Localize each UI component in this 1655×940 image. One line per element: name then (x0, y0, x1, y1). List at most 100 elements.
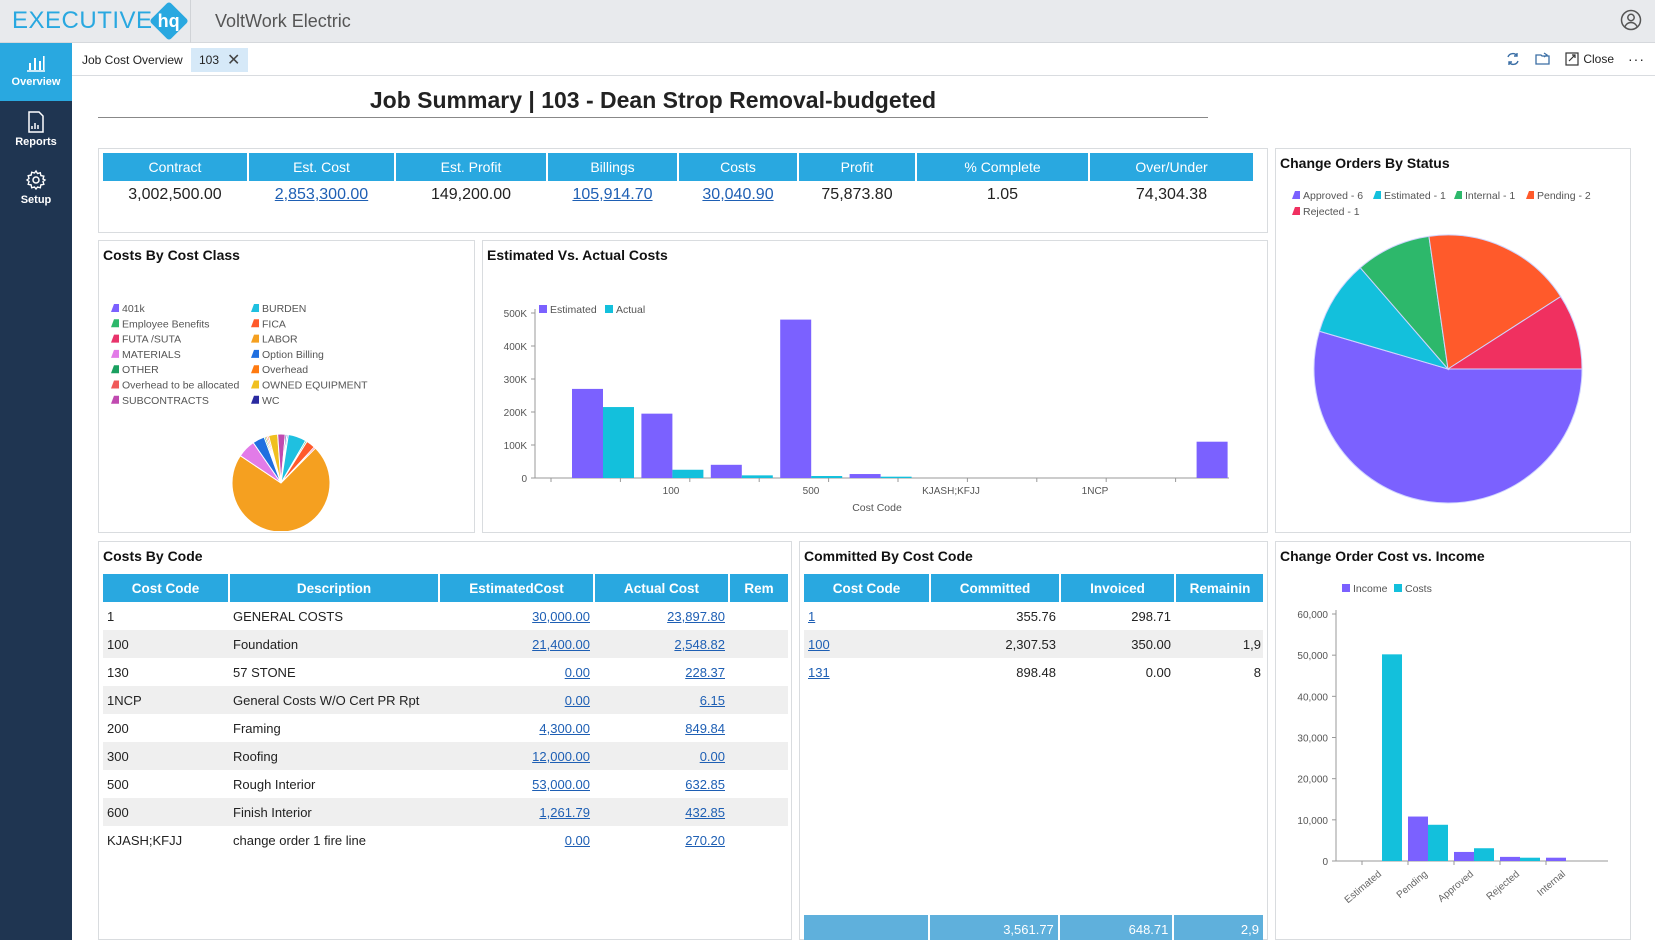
summary-value[interactable]: 30,040.90 (702, 186, 774, 203)
estimated-cost-link[interactable]: 0.00 (564, 664, 590, 680)
legend-item[interactable]: OWNED EQUIPMENT (262, 380, 368, 392)
x-tick-label: Approved (1436, 869, 1476, 905)
gear-icon (25, 169, 47, 191)
legend-item[interactable]: 401k (122, 303, 146, 315)
actual-cost-link[interactable]: 270.20 (685, 832, 725, 848)
pie-slice[interactable] (1313, 330, 1583, 504)
more-options-icon[interactable]: ··· (1628, 51, 1645, 67)
legend-item-swatch (111, 304, 119, 312)
estimated-cost-link[interactable]: 12,000.00 (439, 742, 594, 770)
legend-item[interactable]: LABOR (262, 334, 298, 346)
bar[interactable] (710, 464, 742, 478)
pie-slice[interactable] (231, 447, 331, 531)
bar[interactable] (1428, 824, 1448, 861)
y-tick-label: 0 (1322, 857, 1328, 868)
pie-slice[interactable] (1428, 234, 1562, 370)
column-header[interactable]: Invoiced (1060, 574, 1176, 602)
tab-job-cost-overview[interactable]: Job Cost Overview (82, 53, 183, 67)
column-header[interactable]: Remainin (1175, 574, 1263, 602)
legend-item[interactable]: MATERIALS (122, 349, 181, 361)
bar[interactable] (780, 319, 812, 478)
column-header[interactable]: EstimatedCost (439, 574, 595, 602)
tab-103[interactable]: 103 ✕ (191, 48, 249, 72)
legend-item[interactable]: Overhead (262, 364, 308, 376)
bar[interactable] (672, 469, 704, 478)
legend-item[interactable]: Employee Benefits (122, 318, 210, 330)
actual-cost-link[interactable]: 849.84 (685, 720, 725, 736)
legend-item[interactable]: SUBCONTRACTS (122, 395, 209, 407)
summary-value[interactable]: 2,853,300.00 (274, 186, 369, 203)
bar[interactable] (1408, 816, 1428, 861)
est-vs-actual-bar-chart: Estimated Actual 0 100K 200K 300K 400K 500K 100 5… (504, 304, 1229, 514)
legend-item[interactable]: OTHER (122, 364, 159, 376)
column-header[interactable]: Cost Code (103, 574, 230, 602)
legend-item[interactable]: WC (262, 395, 280, 407)
bar[interactable] (1546, 857, 1566, 861)
actual-cost-link[interactable]: 432.85 (594, 798, 729, 826)
legend-item[interactable]: Income (1353, 583, 1388, 595)
actual-cost-link[interactable]: 632.85 (685, 776, 725, 792)
estimated-cost-link[interactable]: 30,000.00 (532, 608, 590, 624)
legend-item[interactable]: Option Billing (262, 349, 324, 361)
actual-cost-link[interactable]: 6.15 (594, 686, 729, 714)
close-button[interactable]: Close (1565, 52, 1614, 66)
column-header[interactable]: Cost Code (804, 574, 931, 602)
cost-code-link[interactable]: 100 (804, 630, 930, 658)
close-tab-icon[interactable]: ✕ (227, 51, 241, 69)
app-logo[interactable]: EXECUTIVE hq (12, 1, 189, 41)
summary-value[interactable]: 105,914.70 (572, 186, 653, 203)
legend-item[interactable]: Pending - 2 (1537, 190, 1591, 202)
actual-cost-link[interactable]: 0.00 (594, 742, 729, 770)
estimated-cost-link[interactable]: 21,400.00 (439, 630, 594, 658)
bar[interactable] (1520, 857, 1540, 861)
estimated-cost-link[interactable]: 4,300.00 (539, 720, 590, 736)
bar[interactable] (1454, 851, 1474, 861)
legend-item[interactable]: Overhead to be allocated (122, 380, 239, 392)
bar[interactable] (1382, 654, 1402, 861)
costs-by-code-table: Cost Code Description EstimatedCost Actual … (103, 574, 788, 854)
actual-cost-link[interactable]: 228.37 (685, 664, 725, 680)
column-header[interactable]: Actual Cost (594, 574, 730, 602)
column-header[interactable]: Description (229, 574, 440, 602)
bar[interactable] (572, 388, 603, 478)
legend-item[interactable]: FICA (262, 318, 286, 330)
open-folder-icon[interactable] (1535, 51, 1551, 67)
legend-item[interactable]: Approved - 6 (1303, 190, 1363, 202)
bar[interactable] (1500, 856, 1520, 861)
sidebar-item-reports[interactable]: Reports (0, 101, 72, 159)
bar[interactable] (880, 476, 912, 478)
estimated-cost-link[interactable]: 1,261.79 (439, 798, 594, 826)
cost-code-link[interactable]: 1 (808, 608, 816, 624)
actual-cost-link[interactable]: 2,548.82 (594, 630, 729, 658)
actual-cost-link[interactable]: 23,897.80 (667, 608, 725, 624)
pie-slice[interactable] (1446, 295, 1583, 370)
bar[interactable] (849, 474, 881, 478)
sidebar-item-setup[interactable]: Setup (0, 159, 72, 217)
column-header[interactable]: Committed (930, 574, 1061, 602)
y-tick-label: 20,000 (1297, 775, 1328, 786)
sidebar-item-overview[interactable]: Overview (0, 43, 72, 101)
estimated-cost-link[interactable]: 0.00 (439, 686, 594, 714)
estimated-cost-link[interactable]: 53,000.00 (532, 776, 590, 792)
bar[interactable] (1196, 441, 1228, 478)
legend-item[interactable]: Estimated (550, 304, 597, 316)
legend-item[interactable]: Internal - 1 (1465, 190, 1515, 202)
legend-item[interactable]: FUTA /SUTA (122, 334, 181, 346)
bar[interactable] (603, 407, 634, 478)
cost-code-cell: 600 (103, 798, 229, 826)
legend-item[interactable]: Rejected - 1 (1303, 206, 1360, 218)
bar[interactable] (811, 476, 843, 478)
user-account-icon[interactable] (1620, 9, 1642, 31)
legend-item[interactable]: Costs (1405, 583, 1432, 595)
column-header[interactable]: Rem (729, 574, 788, 602)
bar[interactable] (741, 475, 773, 478)
cost-code-link[interactable]: 131 (808, 664, 830, 680)
estimated-cost-link[interactable]: 0.00 (564, 832, 590, 848)
bar[interactable] (641, 413, 673, 478)
legend-item[interactable]: Estimated - 1 (1384, 190, 1446, 202)
refresh-icon[interactable] (1505, 51, 1521, 67)
bar[interactable] (1474, 848, 1494, 861)
pie-slice[interactable] (280, 433, 288, 484)
legend-item[interactable]: Actual (616, 304, 645, 316)
legend-item[interactable]: BURDEN (262, 303, 306, 315)
